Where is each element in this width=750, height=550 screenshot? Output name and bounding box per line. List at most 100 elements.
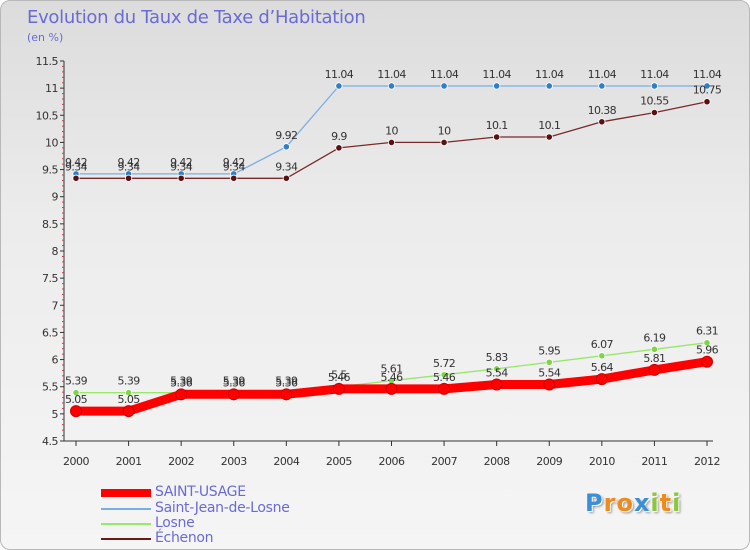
data-label-saint-usage: 5.96: [696, 344, 719, 357]
y-tick-label: 6.5: [42, 326, 58, 339]
data-label-saint-usage: 5.05: [65, 393, 88, 406]
data-point-losne: [493, 365, 501, 373]
x-tick-label: 2009: [536, 455, 562, 468]
x-tick-label: 2002: [168, 455, 194, 468]
data-label-echenon: 10.1: [538, 119, 560, 132]
data-label-saint-jean-de-losne: 11.04: [325, 68, 354, 81]
data-label-losne: 5.95: [538, 344, 561, 357]
data-point-echenon: [387, 138, 396, 147]
data-label-saint-jean-de-losne: 11.04: [588, 68, 617, 81]
data-point-saint-jean-de-losne: [598, 82, 606, 90]
data-point-saint-usage: [701, 355, 713, 368]
data-label-losne: 5.39: [170, 375, 193, 388]
data-label-echenon: 9.34: [170, 160, 193, 173]
x-tick-label: 2000: [63, 455, 89, 468]
y-tick-label: 5.5: [42, 381, 58, 394]
data-point-echenon: [703, 98, 711, 106]
chart-subtitle: (en %): [27, 31, 64, 44]
data-point-saint-usage: [385, 382, 398, 395]
x-tick-label: 2001: [116, 455, 142, 468]
data-label-saint-jean-de-losne: 9.42: [223, 156, 245, 169]
data-label-saint-usage: 5.81: [643, 352, 665, 365]
data-label-saint-jean-de-losne: 9.42: [170, 156, 192, 169]
data-point-echenon: [493, 133, 501, 141]
y-tick-label: 4.5: [42, 435, 58, 448]
x-tick-label: 2011: [641, 455, 667, 468]
data-label-echenon: 10.75: [693, 84, 722, 97]
data-point-saint-usage: [227, 388, 240, 401]
data-point-echenon: [335, 144, 343, 152]
x-tick-label: 2006: [379, 455, 405, 468]
data-label-echenon: 10: [385, 124, 398, 137]
data-point-losne: [598, 352, 606, 360]
data-label-saint-usage: 5.46: [380, 371, 403, 384]
data-point-losne: [545, 358, 553, 366]
y-tick-label: 10: [45, 136, 58, 149]
data-label-losne: 5.39: [223, 375, 246, 388]
data-point-saint-jean-de-losne: [545, 82, 553, 90]
data-point-saint-jean-de-losne: [335, 82, 343, 90]
logo-letter: i: [672, 489, 682, 517]
data-point-echenon: [598, 118, 606, 126]
chart-axes: 4.5 5 5.5 6 6.5 7 7.5 8 8.5 9 9.5 10 10.5 11 11.5 2000 2…: [36, 55, 721, 468]
data-label-saint-usage: 5.36: [223, 376, 246, 389]
data-point-saint-usage: [122, 405, 135, 418]
data-label-echenon: 10.55: [640, 95, 669, 108]
data-label-saint-jean-de-losne: 11.04: [640, 68, 669, 81]
data-label-saint-jean-de-losne: 11.04: [535, 68, 564, 81]
logo-letter: r: [603, 489, 617, 517]
logo-letter: x: [633, 489, 651, 517]
y-tick-label: 10.5: [36, 109, 59, 122]
data-label-saint-usage: 5.46: [328, 371, 351, 384]
data-label-losne: 5.39: [65, 375, 88, 388]
data-label-echenon: 10.1: [486, 119, 508, 132]
data-point-echenon: [282, 174, 290, 182]
y-tick-label: 7.5: [42, 272, 58, 285]
data-label-losne: 5.39: [275, 375, 298, 388]
logo-letter: o: [616, 489, 634, 517]
y-tick-label: 11.5: [36, 55, 59, 68]
y-tick-label: 6: [52, 354, 59, 367]
legend-swatch: [101, 523, 151, 525]
data-point-echenon: [650, 108, 659, 117]
data-point-echenon: [230, 174, 238, 182]
data-label-echenon: 10: [438, 124, 451, 137]
data-labels: 5.05 5.05 5.36 5.36 5.36 5.46 5.46 5.46 5.54 5.54…: [65, 68, 722, 406]
data-point-losne: [124, 389, 133, 397]
data-point-echenon: [177, 174, 185, 182]
legend-swatch: [101, 489, 151, 497]
data-label-saint-usage: 5.54: [486, 367, 509, 380]
data-point-saint-usage: [332, 382, 345, 395]
data-point-losne: [72, 389, 80, 397]
data-point-saint-jean-de-losne: [650, 82, 659, 90]
data-label-losne: 5.72: [433, 357, 455, 370]
data-label-losne: 5.61: [380, 363, 402, 376]
data-label-echenon: 9.34: [223, 160, 246, 173]
legend-label: Losne: [155, 515, 195, 531]
x-tick-label: 2010: [589, 455, 615, 468]
data-label-echenon: 9.34: [275, 160, 298, 173]
chart-title: Evolution du Taux de Taxe d’Habitation: [27, 7, 366, 28]
data-point-saint-jean-de-losne: [282, 143, 290, 151]
data-label-echenon: 10.38: [588, 104, 617, 117]
data-label-saint-jean-de-losne: 11.04: [693, 68, 722, 81]
data-label-echenon: 9.34: [65, 160, 88, 173]
y-tick-label: 7: [52, 299, 59, 312]
data-label-saint-jean-de-losne: 11.04: [482, 68, 511, 81]
data-label-saint-usage: 5.05: [118, 393, 141, 406]
x-tick-label: 2005: [326, 455, 352, 468]
data-label-saint-jean-de-losne: 11.04: [430, 68, 459, 81]
data-point-echenon: [440, 138, 448, 147]
y-tick-label: 8: [52, 245, 59, 258]
data-point-saint-usage: [175, 388, 188, 401]
data-point-saint-usage: [280, 388, 293, 401]
data-label-losne: 6.19: [643, 331, 666, 344]
legend-label: Échenon: [155, 530, 214, 546]
data-label-saint-usage: 5.54: [538, 367, 561, 380]
data-point-echenon: [545, 133, 553, 141]
data-point-saint-usage: [543, 378, 556, 391]
data-label-saint-usage: 5.36: [275, 376, 298, 389]
logo-letter: t: [659, 489, 673, 517]
logo-letter: i: [650, 489, 660, 517]
